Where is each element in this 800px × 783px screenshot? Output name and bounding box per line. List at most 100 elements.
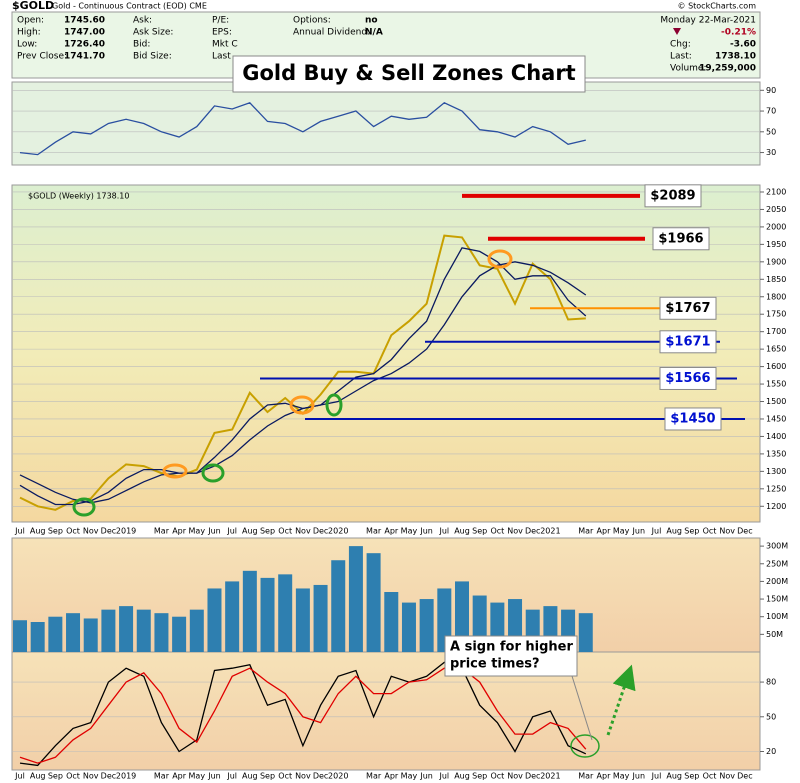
level-label: $1671: [665, 334, 710, 349]
x-tick-label: 2021: [540, 527, 560, 536]
x-tick-label: Dec: [525, 527, 540, 536]
x-tick-label: Jun: [419, 527, 433, 536]
callout-text: A sign for higher: [450, 640, 573, 655]
volume-bar: [242, 570, 257, 652]
x-tick-label: Nov: [507, 772, 523, 781]
level-label: $1767: [665, 301, 710, 316]
x-tick-label: Oct: [66, 527, 80, 536]
level-box: [659, 366, 717, 390]
x-tick-label: Oct: [278, 527, 292, 536]
x-tick-label: Jun: [632, 772, 646, 781]
x-tick-label: Nov: [719, 527, 735, 536]
y-tick-label: 50: [766, 127, 776, 136]
y-tick-label: 300M: [766, 542, 788, 551]
up-arrow: [606, 664, 636, 736]
buy-marker: [325, 393, 343, 417]
highlights: [72, 249, 600, 758]
y-tick-label: 100M: [766, 612, 788, 621]
x-tick-label: Aug: [454, 772, 470, 781]
x-tick-label: Dec: [737, 772, 752, 781]
y-tick-label: 1250: [766, 484, 786, 493]
x-tick-label: Apr: [172, 527, 187, 536]
volume-bar: [119, 606, 134, 652]
x-tick-label: Apr: [597, 772, 612, 781]
x-tick-label: 2019: [116, 527, 136, 536]
volume-bar: [455, 581, 469, 652]
x-tick-label: Jul: [14, 527, 25, 536]
field-label: EPS:: [212, 28, 232, 38]
volume-bar: [260, 577, 275, 652]
field-label: Bid:: [133, 40, 150, 50]
x-tick-label: Jul: [226, 527, 237, 536]
callout-pointer: [571, 675, 593, 741]
x-tick-label: Aug: [454, 527, 470, 536]
field-label: Open:: [17, 16, 44, 26]
level-box: [652, 227, 710, 251]
sell-marker: [487, 249, 513, 269]
quote-header: $GOLD Gold - Continuous Contract (EOD) C…: [12, 0, 756, 38]
x-tick-label: Jun: [632, 527, 646, 536]
x-tick-label: May: [613, 772, 630, 781]
x-tick-label: Mar: [578, 772, 594, 781]
x-tick-label: 2021: [540, 772, 560, 781]
x-tick-label: Dec: [737, 527, 752, 536]
x-tick-label: Dec: [313, 772, 328, 781]
x-tick-label: May: [401, 527, 418, 536]
callout-box: [444, 635, 578, 677]
x-tick-label: Dec: [525, 772, 540, 781]
x-tick-label: Sep: [260, 527, 275, 536]
x-tick-label: Sep: [684, 772, 699, 781]
y-tick-label: 50M: [766, 630, 783, 639]
y-tick-label: 30: [766, 148, 776, 157]
y-tick-label: 1800: [766, 292, 786, 301]
change-pct: -0.21%: [721, 28, 756, 38]
legend: $GOLD (Weekly) 1738.10: [28, 192, 130, 201]
title-box: [232, 55, 586, 93]
field-label: Low:: [17, 40, 37, 50]
x-tick-label: Mar: [366, 772, 382, 781]
volume-bar: [278, 574, 293, 652]
x-tick-label: Apr: [172, 772, 187, 781]
down-arrow: [673, 28, 681, 35]
volume-bar: [66, 613, 81, 652]
y-tick-label: 1350: [766, 449, 786, 458]
y-tick-label: 1750: [766, 310, 786, 319]
y-tick-label: 2100: [766, 187, 786, 196]
volume-bar: [578, 613, 593, 652]
y-tick-label: 1400: [766, 432, 786, 441]
x-tick-label: Oct: [278, 772, 292, 781]
series-line: [19, 661, 587, 767]
field-value: 19,259,000: [699, 64, 756, 74]
field-label: Prev Close:: [17, 52, 67, 62]
x-tick-label: Nov: [295, 527, 311, 536]
field-label: High:: [17, 28, 41, 38]
volume-bar: [225, 581, 240, 652]
description: Gold - Continuous Contract (EOD) CME: [52, 2, 207, 11]
symbol: $GOLD: [12, 0, 54, 12]
x-tick-label: May: [613, 527, 630, 536]
x-tick-label: Oct: [66, 772, 80, 781]
x-tick-label: Jul: [226, 772, 237, 781]
x-tick-label: Aug: [242, 772, 258, 781]
date: Monday 22-Mar-2021: [660, 16, 756, 26]
buy-marker: [201, 463, 225, 483]
volume-bar: [401, 602, 416, 652]
field-value: 1738.10: [715, 52, 756, 62]
level-box: [659, 296, 717, 320]
y-tick-label: 20: [766, 747, 776, 756]
x-tick-label: May: [189, 527, 206, 536]
x-tick-label: Aug: [666, 527, 682, 536]
x-tick-label: Sep: [472, 527, 487, 536]
field-value: N/A: [365, 28, 383, 38]
field-label: Last: [212, 52, 231, 62]
sell-marker: [289, 395, 315, 415]
x-tick-label: 2020: [328, 527, 348, 536]
credit: © StockCharts.com: [678, 2, 757, 11]
x-tick-label: Mar: [154, 772, 170, 781]
x-tick-label: Nov: [83, 527, 99, 536]
x-tick-label: Oct: [490, 772, 504, 781]
x-tick-label: Oct: [703, 772, 717, 781]
x-tick-label: Sep: [260, 772, 275, 781]
volume-bar: [101, 609, 116, 652]
